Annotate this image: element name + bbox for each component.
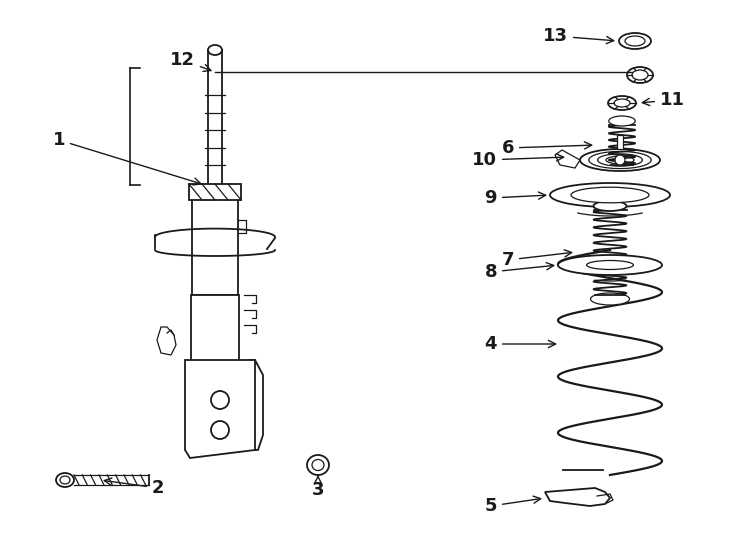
Circle shape: [211, 391, 229, 409]
Ellipse shape: [594, 201, 627, 211]
Ellipse shape: [608, 96, 636, 110]
Ellipse shape: [56, 473, 74, 487]
Ellipse shape: [606, 156, 634, 164]
Ellipse shape: [60, 476, 70, 484]
Text: 1: 1: [53, 131, 201, 185]
Bar: [192, 185, 238, 295]
Polygon shape: [555, 150, 580, 168]
Bar: [189, 184, 241, 200]
Bar: [208, 50, 222, 185]
Ellipse shape: [627, 67, 653, 83]
Text: 4: 4: [484, 335, 556, 353]
Text: 2: 2: [104, 478, 164, 497]
Bar: [191, 295, 239, 432]
Ellipse shape: [619, 33, 651, 49]
Ellipse shape: [580, 149, 660, 171]
Polygon shape: [545, 488, 610, 506]
Text: 6: 6: [501, 139, 592, 157]
Ellipse shape: [614, 99, 630, 107]
Text: 5: 5: [484, 496, 541, 515]
Text: 13: 13: [543, 27, 614, 45]
Ellipse shape: [307, 455, 329, 475]
Ellipse shape: [589, 151, 651, 168]
Text: 8: 8: [484, 262, 553, 281]
Ellipse shape: [571, 187, 649, 203]
Text: 10: 10: [472, 151, 564, 169]
Text: 3: 3: [312, 475, 324, 499]
Text: 12: 12: [170, 51, 211, 71]
Ellipse shape: [208, 45, 222, 55]
Polygon shape: [185, 360, 255, 458]
Ellipse shape: [550, 183, 670, 207]
Circle shape: [211, 421, 229, 439]
Ellipse shape: [597, 154, 642, 166]
Text: 9: 9: [484, 189, 545, 207]
Ellipse shape: [312, 460, 324, 470]
Ellipse shape: [625, 36, 645, 46]
Text: 11: 11: [642, 91, 685, 109]
Ellipse shape: [590, 293, 630, 305]
Polygon shape: [157, 327, 176, 355]
Ellipse shape: [558, 255, 662, 275]
Ellipse shape: [632, 70, 648, 80]
Ellipse shape: [608, 116, 635, 126]
Text: 7: 7: [501, 250, 572, 269]
Circle shape: [615, 155, 625, 165]
Polygon shape: [250, 360, 263, 450]
Ellipse shape: [586, 260, 633, 269]
Bar: [617, 135, 623, 149]
